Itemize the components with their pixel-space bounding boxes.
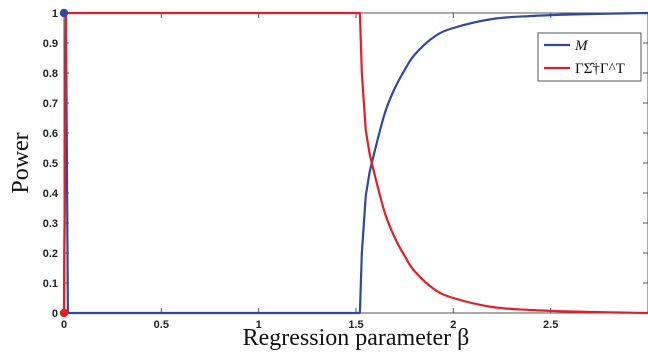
legend-box bbox=[537, 32, 642, 82]
y-tick-label: 0.5 bbox=[43, 158, 58, 170]
y-tick-label: 0 bbox=[52, 308, 58, 320]
y-tick-label: 0.8 bbox=[43, 68, 58, 80]
legend: M ΓΣ̂†Γ^T bbox=[537, 32, 642, 82]
legend-label-gamma: ΓΣ̂†Γ^T bbox=[575, 61, 625, 77]
y-tick-label: 0.6 bbox=[43, 128, 58, 140]
x-tick-label: 2 bbox=[450, 319, 456, 331]
series-line-m bbox=[62, 11, 648, 315]
legend-label-m: M bbox=[574, 38, 589, 54]
series-marker bbox=[59, 308, 69, 318]
y-tick-label: 1 bbox=[52, 8, 58, 20]
y-tick-label: 0.7 bbox=[43, 98, 58, 110]
x-tick-label: 0 bbox=[61, 319, 67, 331]
x-tick-label: 1.5 bbox=[348, 319, 363, 331]
y-tick-label: 0.9 bbox=[43, 38, 58, 50]
y-tick-label: 0.2 bbox=[43, 248, 58, 260]
series-marker bbox=[59, 8, 69, 18]
y-axis-label: Power bbox=[8, 132, 34, 193]
series-lines bbox=[62, 11, 648, 315]
x-tick-label: 2.5 bbox=[543, 319, 558, 331]
series-markers bbox=[59, 8, 69, 318]
y-tick-label: 0.1 bbox=[43, 278, 58, 290]
y-tick-label: 0.3 bbox=[43, 218, 58, 230]
series-line-gamma bbox=[62, 11, 648, 315]
x-tick-label: 0.5 bbox=[154, 319, 169, 331]
axis-ticks: 0 0.1 0.2 0.3 0.4 0.5 0.6 0.7 0.8 0.9 1 0 0.5 1 1.5 2 2.… bbox=[43, 8, 648, 331]
x-axis-label: Regression parameter β bbox=[243, 325, 470, 351]
x-tick-label: 1 bbox=[256, 319, 262, 331]
y-tick-label: 0.4 bbox=[43, 188, 59, 200]
